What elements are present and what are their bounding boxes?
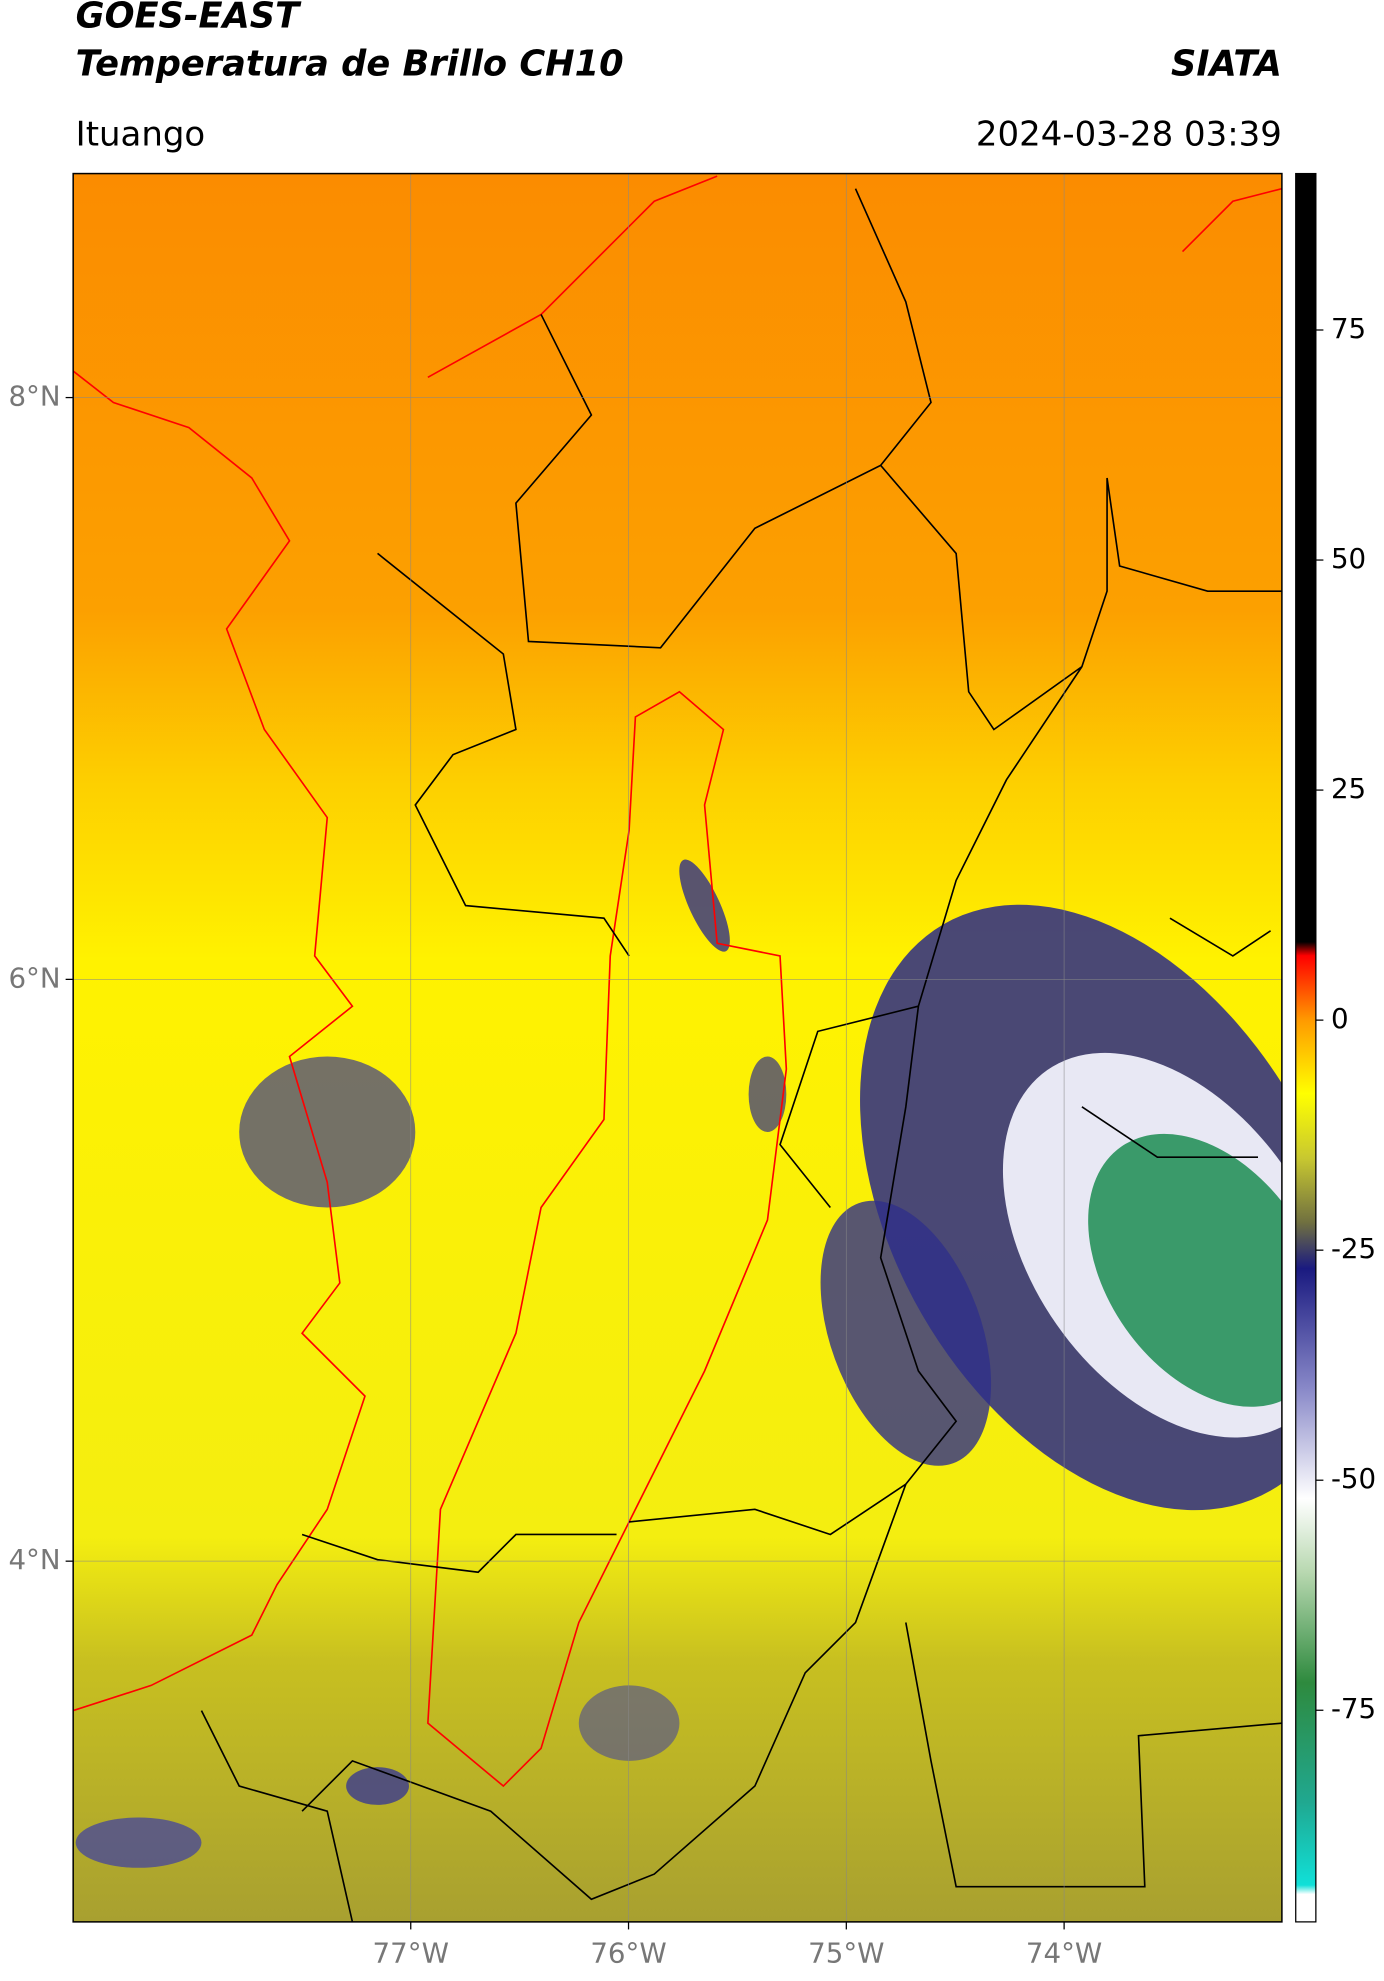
colorbar-tick-label: 75 xyxy=(1331,312,1366,345)
y-tick-label: 4°N xyxy=(8,1543,60,1576)
map-image xyxy=(73,173,1282,1922)
colorbar-tick-label: -25 xyxy=(1331,1232,1376,1265)
colorbar-tick-label: -50 xyxy=(1331,1462,1376,1495)
x-tick-label: 77°W xyxy=(373,1937,449,1970)
colorbar-tick-label: 50 xyxy=(1331,542,1366,575)
x-tick-label: 76°W xyxy=(590,1937,666,1970)
title: GOES-EAST xyxy=(76,0,302,37)
colorbar xyxy=(1295,172,1317,1923)
colorbar-tick-label: -75 xyxy=(1331,1692,1376,1725)
colorbar-tick-label: 0 xyxy=(1331,1002,1349,1035)
y-tick-label: 6°N xyxy=(8,961,60,994)
subtitle: Temperatura de Brillo CH10 xyxy=(76,43,624,84)
datetime: 2024-03-28 03:39 xyxy=(976,114,1282,154)
map-frame xyxy=(72,172,1283,1923)
x-tick-label: 75°W xyxy=(808,1937,884,1970)
y-tick-label: 8°N xyxy=(8,380,60,413)
grid xyxy=(73,173,1282,1922)
colorbar-tick-label: 25 xyxy=(1331,772,1366,805)
x-tick-label: 74°W xyxy=(1026,1937,1102,1970)
location: Ituango xyxy=(76,114,206,154)
source: SIATA xyxy=(1171,43,1282,84)
